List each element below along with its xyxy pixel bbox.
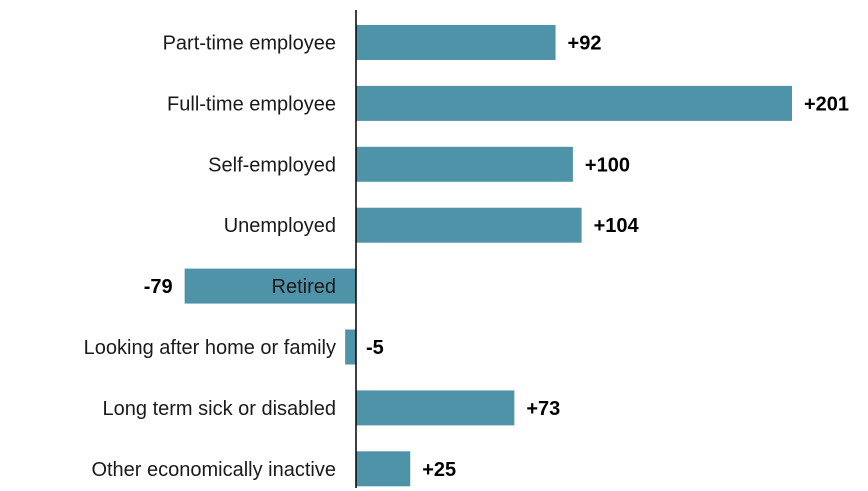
value-label: +73 — [526, 398, 560, 420]
category-label: Full-time employee — [167, 93, 336, 115]
bar — [356, 85, 792, 121]
value-label: -79 — [144, 276, 173, 298]
category-label: Other economically inactive — [91, 459, 336, 481]
bar — [356, 207, 582, 243]
bar — [345, 329, 356, 365]
category-labels-group: Part-time employee Full-time employee Self… — [84, 33, 336, 481]
value-label: +25 — [422, 459, 456, 481]
bar — [184, 268, 356, 304]
category-label: Looking after home or family — [84, 337, 336, 359]
bar — [356, 146, 573, 182]
value-label: +100 — [585, 154, 630, 176]
category-label: Long term sick or disabled — [103, 398, 336, 420]
bar — [356, 25, 556, 60]
value-label: +201 — [804, 93, 849, 115]
bar — [356, 451, 411, 487]
bar — [356, 390, 515, 426]
category-label: Retired — [272, 276, 336, 298]
value-label: +92 — [568, 33, 602, 55]
category-label: Self-employed — [208, 154, 336, 176]
value-labels-group: +92 +201 +100 +104 -79 -5 +73 +25 — [144, 33, 849, 481]
value-label: -5 — [366, 337, 384, 359]
value-label: +104 — [594, 215, 640, 237]
category-label: Part-time employee — [163, 33, 336, 55]
category-label: Unemployed — [224, 215, 336, 237]
bars-group — [184, 25, 792, 487]
